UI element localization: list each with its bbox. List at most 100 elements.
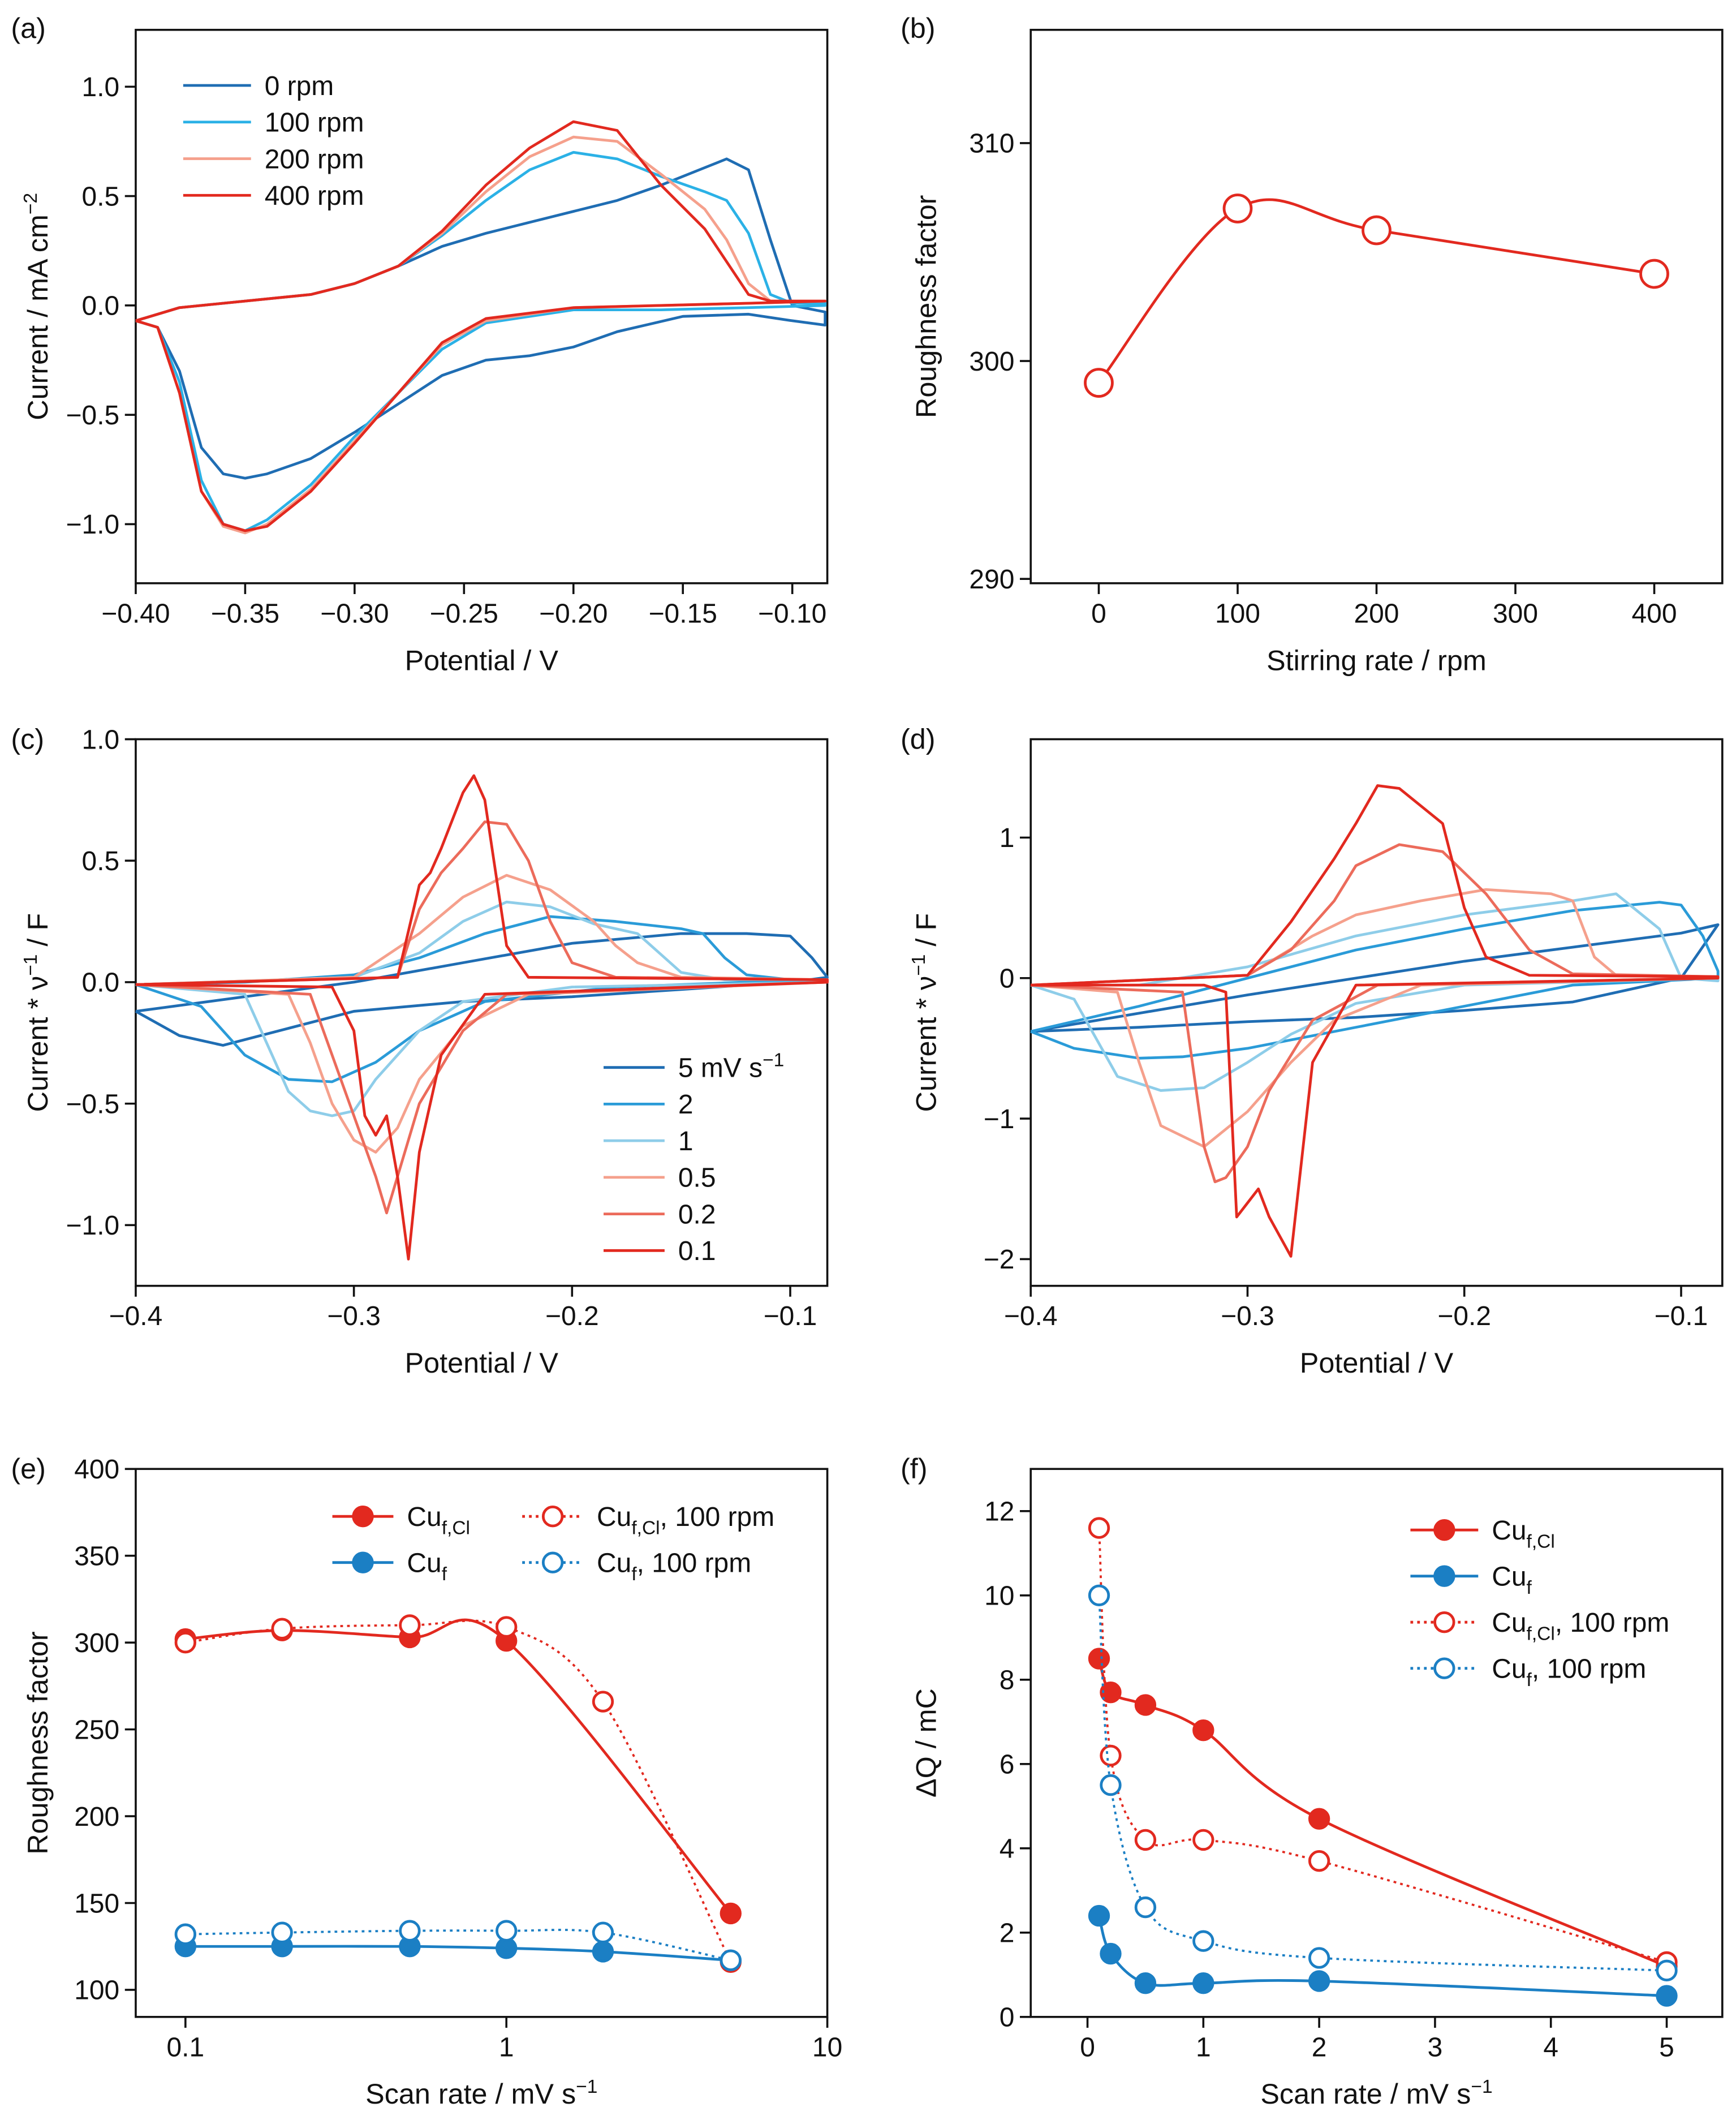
legend-marker xyxy=(1433,1611,1455,1633)
legend-label-part: Cu xyxy=(1492,1654,1526,1684)
legend-label: 100 rpm xyxy=(265,108,364,138)
legend-label-part: 5 mV s xyxy=(678,1053,763,1083)
data-point xyxy=(1192,1829,1214,1851)
x-tick-label: 5 xyxy=(1659,2032,1674,2062)
y-tick-label: −1.0 xyxy=(66,1211,120,1241)
y-axis-label-part: Current * ν xyxy=(21,976,54,1112)
panel-label: (f) xyxy=(901,1452,928,1485)
legend-label: Cuf xyxy=(407,1548,447,1584)
y-tick-label: 1.0 xyxy=(82,725,120,755)
y-tick-label: 8 xyxy=(1000,1666,1015,1696)
legend-label: Cuf,Cl, 100 rpm xyxy=(1492,1608,1669,1644)
data-point xyxy=(174,1631,197,1654)
x-axis-label-part: −1 xyxy=(576,2076,597,2097)
legend-label-part: Cu xyxy=(407,1502,441,1532)
data-point xyxy=(1192,1719,1214,1741)
legend-label: Cuf,Cl xyxy=(1492,1516,1555,1552)
legend-label-part: Cu xyxy=(1492,1516,1526,1546)
y-tick-label: 150 xyxy=(74,1889,119,1919)
x-tick-label: −0.2 xyxy=(1437,1301,1491,1331)
x-tick-label: 0 xyxy=(1080,2032,1095,2062)
y-axis-label: Current / mA cm−2 xyxy=(20,193,54,420)
legend-label-part: f,Cl xyxy=(442,1517,470,1538)
data-point xyxy=(496,1920,518,1942)
y-axis-label-part: −1 xyxy=(908,954,929,976)
x-tick-label: −0.4 xyxy=(109,1301,163,1331)
x-tick-label: −0.1 xyxy=(764,1301,817,1331)
data-point xyxy=(1134,1694,1157,1716)
x-tick-label: 0.1 xyxy=(167,2032,205,2062)
legend-marker xyxy=(1433,1657,1455,1679)
y-tick-label: 0 xyxy=(1000,2003,1015,2033)
legend-marker xyxy=(1433,1519,1455,1541)
x-tick-label: −0.10 xyxy=(758,599,826,629)
x-tick-label: 3 xyxy=(1428,2032,1443,2062)
data-line xyxy=(135,120,827,532)
legend-marker xyxy=(541,1506,564,1528)
data-point xyxy=(271,1618,293,1640)
data-point xyxy=(399,1614,421,1636)
y-tick-label: 6 xyxy=(1000,1750,1015,1780)
data-point xyxy=(1100,1744,1122,1767)
y-tick-label: 10 xyxy=(984,1581,1014,1611)
data-point xyxy=(174,1923,197,1945)
legend-label: 5 mV s−1 xyxy=(678,1050,784,1083)
x-axis-label: Potential / V xyxy=(1300,1347,1454,1379)
data-line xyxy=(1030,923,1720,1033)
y-axis-label-part: / F xyxy=(910,913,942,954)
data-point xyxy=(1134,1829,1157,1851)
y-tick-label: 0.0 xyxy=(82,291,120,321)
legend-label-part: Cu xyxy=(1492,1562,1526,1592)
data-line xyxy=(185,1619,732,1963)
y-axis-label: Current * ν−1 / F xyxy=(908,913,942,1112)
data-line xyxy=(185,1945,731,1962)
data-point xyxy=(592,1941,614,1963)
panel-label: (a) xyxy=(11,12,46,44)
legend-label-part: , 100 rpm xyxy=(1555,1608,1670,1638)
legend-label-part: Cu xyxy=(597,1502,631,1532)
x-tick-label: 2 xyxy=(1312,2032,1327,2062)
y-tick-label: −0.5 xyxy=(66,401,120,431)
data-point xyxy=(1084,368,1114,398)
data-line xyxy=(135,932,829,1047)
x-tick-label: −0.35 xyxy=(211,599,279,629)
data-point xyxy=(1639,259,1669,289)
panel-label: (c) xyxy=(11,723,44,755)
data-point xyxy=(1308,1970,1330,1992)
data-line xyxy=(1031,784,1720,1258)
x-axis-label-part: Scan rate / mV s xyxy=(365,2078,576,2110)
y-tick-label: −2 xyxy=(984,1245,1015,1275)
legend-label: Cuf, 100 rpm xyxy=(597,1548,751,1584)
legend-label: Cuf,Cl, 100 rpm xyxy=(597,1502,774,1538)
x-tick-label: −0.4 xyxy=(1004,1301,1058,1331)
x-axis-label-part: −1 xyxy=(1471,2076,1492,2097)
legend-label: Cuf, 100 rpm xyxy=(1492,1654,1646,1690)
data-line xyxy=(1030,892,1720,1092)
x-tick-label: 4 xyxy=(1543,2032,1558,2062)
data-line xyxy=(1097,1658,1668,1968)
y-axis-label-part: / F xyxy=(21,913,54,954)
plot-frame xyxy=(1029,1468,1724,2018)
data-point xyxy=(1088,1648,1110,1670)
y-tick-label: 310 xyxy=(969,129,1014,159)
legend-marker xyxy=(352,1551,374,1573)
data-point xyxy=(720,1949,742,1971)
data-line xyxy=(1030,888,1720,1149)
y-axis-label: Roughness factor xyxy=(910,195,942,418)
x-tick-label: −0.1 xyxy=(1655,1301,1708,1331)
x-tick-label: 1 xyxy=(499,2032,514,2062)
legend-label-part: , 100 rpm xyxy=(637,1548,752,1578)
data-point xyxy=(720,1902,742,1925)
y-tick-label: 350 xyxy=(74,1542,119,1572)
data-point xyxy=(496,1616,518,1638)
legend-label-part: Cu xyxy=(1492,1608,1526,1638)
data-point xyxy=(399,1920,421,1942)
data-line xyxy=(1098,1528,1668,1963)
data-point xyxy=(1362,215,1392,246)
x-tick-label: −0.30 xyxy=(320,599,389,629)
data-point xyxy=(1192,1972,1214,1994)
y-tick-label: 0.0 xyxy=(82,968,120,998)
y-tick-label: 12 xyxy=(984,1497,1014,1527)
